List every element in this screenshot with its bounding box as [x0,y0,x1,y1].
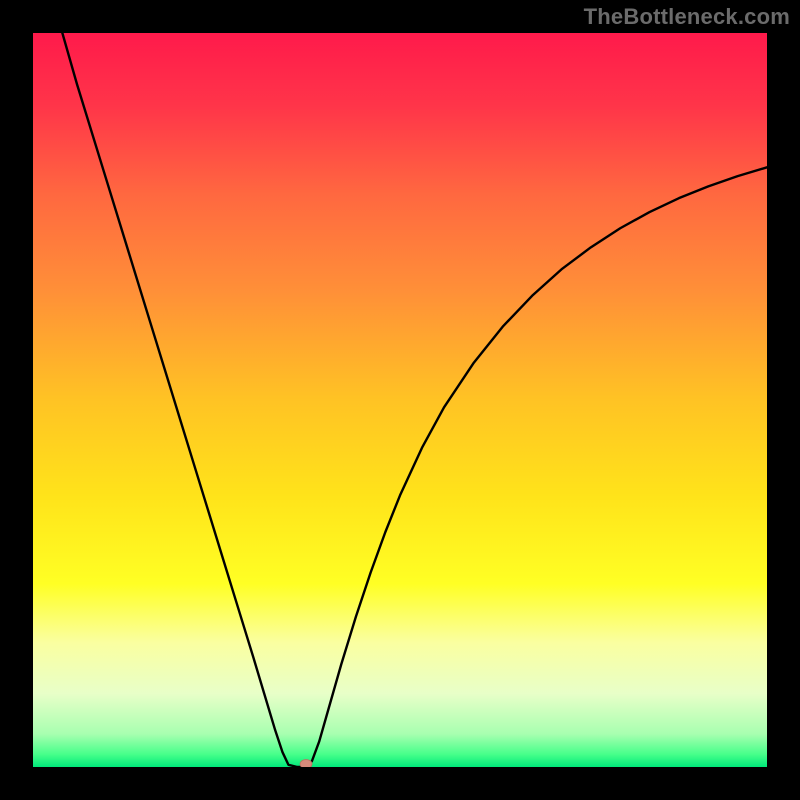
gradient-background [33,33,767,767]
bottleneck-chart [33,33,767,767]
watermark-text: TheBottleneck.com [584,4,790,30]
optimum-marker [300,760,312,767]
chart-container: TheBottleneck.com [0,0,800,800]
